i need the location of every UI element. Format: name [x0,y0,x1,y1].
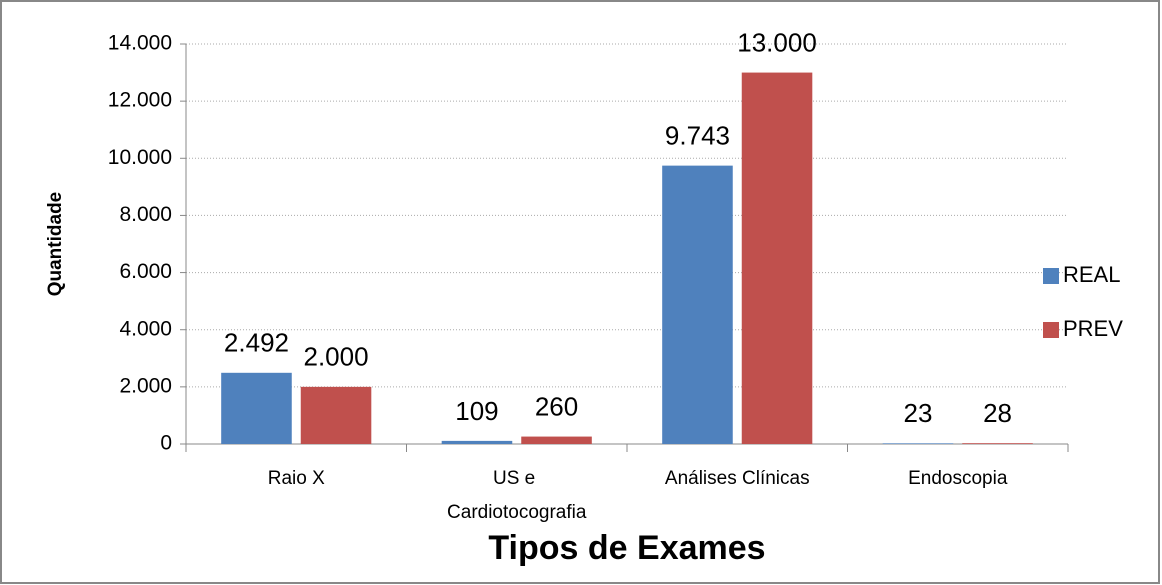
legend-swatch [1043,322,1059,338]
data-label: 23 [904,398,933,428]
data-label: 2.492 [224,328,289,358]
bar [741,72,813,445]
x-tick-label: Endoscopia [908,468,1008,489]
legend-label: REAL [1063,262,1120,287]
data-label: 2.000 [303,342,368,372]
data-label: 13.000 [737,27,817,57]
x-tick-label-line: Raio X [268,468,325,489]
y-tick-label: 8.000 [119,203,172,226]
y-tick-label: 10.000 [108,146,172,169]
x-tick-label-line: US e [493,468,541,489]
y-tick-label: 2.000 [119,374,172,397]
legend-label: PREV [1063,316,1123,341]
x-tick-label-line: Análises Clínicas [665,468,810,489]
data-label: 260 [535,391,578,421]
y-tick-label: 14.000 [108,32,172,55]
y-axis-label: Quantidade [45,192,66,297]
bar [662,165,733,444]
y-tick-label: 6.000 [119,260,172,283]
bar [441,440,513,444]
y-tick-label: 12.000 [108,89,172,112]
data-label: 9.743 [665,121,730,151]
x-tick-label: US e Cardiotocografia [447,468,587,523]
legend-swatch [1043,268,1059,284]
bar [300,386,372,444]
x-axis-label: Tipos de Exames [488,529,765,567]
bar [962,443,1033,444]
data-label: 28 [983,398,1012,428]
data-label: 109 [455,396,498,426]
bar [521,436,592,444]
y-tick-label: 0 [160,432,172,455]
bar [882,443,954,444]
x-tick-label: Raio X [268,468,325,489]
y-tick-label: 4.000 [119,317,172,340]
x-tick-label-line: Endoscopia [908,468,1008,489]
x-tick-label: Análises Clínicas [665,468,810,489]
x-tick-label-line: Cardiotocografia [447,502,587,523]
bar [221,372,292,444]
